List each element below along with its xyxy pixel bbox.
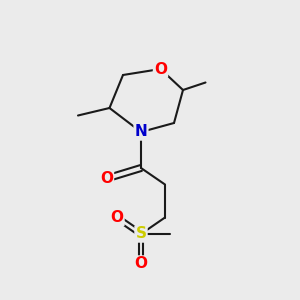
Text: O: O [134, 256, 148, 272]
Text: S: S [136, 226, 146, 242]
Text: N: N [135, 124, 147, 140]
Text: O: O [110, 210, 124, 225]
Text: O: O [154, 61, 167, 76]
Text: O: O [100, 171, 113, 186]
